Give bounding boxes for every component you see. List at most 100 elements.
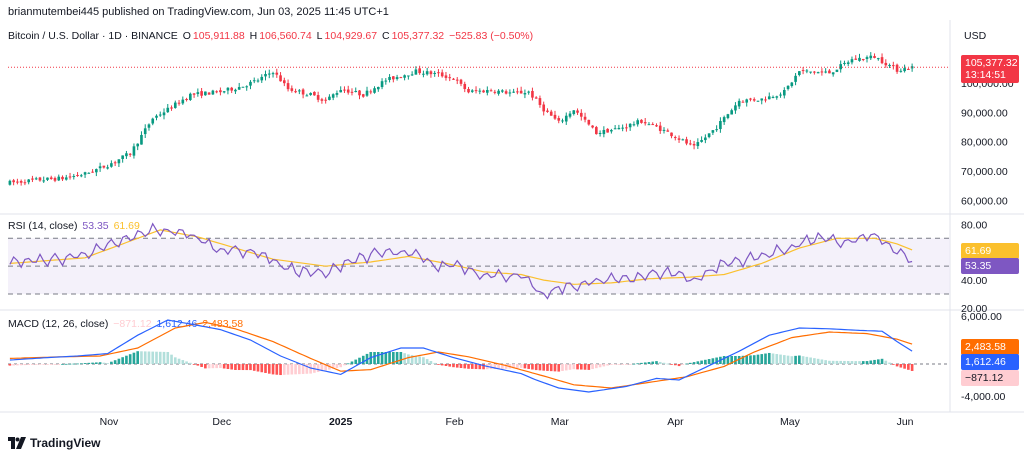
candle-body [734, 105, 737, 111]
publisher-line: brianmutembei445 published on TradingVie… [8, 6, 389, 18]
candle-body [76, 174, 79, 176]
candle-body [790, 82, 794, 86]
candle-body [91, 171, 94, 173]
candle-body [189, 93, 192, 100]
candle-body [692, 143, 696, 146]
candle-body [467, 88, 470, 93]
candle-body [437, 72, 440, 74]
macd-hist-bar [820, 359, 824, 364]
candle-body [309, 93, 312, 95]
candle-body [730, 110, 733, 115]
macd-hist-bar [779, 354, 782, 364]
macd-hist-bar [298, 364, 301, 375]
macd-hist-bar [267, 364, 271, 374]
macd-line [9, 319, 913, 393]
candle-body [501, 90, 504, 92]
candle-body [647, 124, 651, 126]
macd-hist-bar [361, 355, 365, 364]
macd-hist-bar [764, 353, 767, 364]
macd-hist-bar [610, 364, 613, 365]
candle-body [354, 91, 358, 93]
candle-body [252, 80, 256, 82]
candle-body [166, 107, 170, 113]
candle-body [433, 72, 437, 74]
macd-hist-bar [542, 364, 546, 371]
macd-hist-bar [219, 364, 222, 368]
macd-hist-bar [482, 364, 485, 370]
candle-body [143, 128, 147, 135]
macd-hist-bar [87, 362, 91, 364]
macd-hist-bar [846, 361, 850, 364]
candle-body [516, 91, 519, 93]
macd-label[interactable]: MACD (12, 26, close) [8, 318, 109, 330]
candle-countdown: 13:14:51 [965, 69, 1006, 81]
candle-body [482, 90, 485, 93]
candle-body [557, 118, 561, 121]
macd-hist-bar [538, 364, 542, 371]
candle-body [643, 122, 647, 124]
candle-body [140, 134, 143, 145]
macd-hist-bar [628, 364, 632, 365]
time-tick-label: 2025 [329, 416, 353, 428]
macd-hist-bar [354, 359, 358, 364]
candle-body [899, 70, 903, 72]
candle-body [256, 80, 260, 82]
candle-body [177, 102, 181, 104]
macd-hist-bar [831, 360, 835, 364]
symbol-label[interactable]: Bitcoin / U.S. Dollar · 1D · BINANCE [8, 30, 178, 42]
candle-body [331, 94, 335, 98]
candle-body [425, 71, 429, 75]
currency-label[interactable]: USD [964, 30, 987, 42]
macd-hist-bar [448, 364, 452, 367]
candle-body [42, 180, 46, 182]
macd-hist-bar [673, 364, 677, 366]
rsi-tick-label: 20.00 [961, 303, 987, 315]
macd-hist-bar [173, 357, 177, 364]
macd-hist-bar [579, 364, 583, 370]
macd-hist-bar [68, 363, 72, 365]
candle-body [504, 91, 508, 94]
candle-body [658, 125, 662, 131]
low-value: 104,929.67 [324, 30, 378, 42]
candle-body [861, 59, 865, 61]
candle-body [798, 71, 801, 75]
macd-hist-bar [19, 364, 23, 366]
candle-body [576, 110, 579, 113]
candle-body [824, 71, 827, 73]
candle-body [542, 104, 546, 112]
candle-body [741, 101, 745, 103]
macd-hist-bar [523, 364, 527, 369]
candle-body [854, 58, 858, 60]
candle-body [662, 129, 666, 131]
candle-body [87, 172, 91, 174]
low-label: L [316, 30, 323, 42]
candle-body [316, 95, 320, 100]
tradingview-brand[interactable]: TradingView [8, 436, 100, 450]
candle-body [196, 92, 200, 94]
candle-body [685, 139, 688, 144]
time-tick-label: Dec [212, 416, 231, 428]
time-tick-label: May [780, 416, 801, 428]
candle-body [83, 172, 87, 175]
candle-body [591, 125, 594, 128]
candle-body [579, 112, 583, 117]
rsi-label[interactable]: RSI (14, close) [8, 220, 78, 232]
tradingview-logo-icon [8, 437, 26, 449]
candle-body [831, 72, 835, 75]
macd-hist-bar [181, 360, 185, 364]
candle-body [493, 91, 497, 93]
macd-hist-bar [700, 360, 703, 364]
candle-body [470, 90, 474, 92]
candle-body [380, 81, 384, 88]
macd-hist-bar [64, 363, 68, 365]
candle-body [531, 90, 534, 98]
macd-hist-bar [91, 362, 94, 364]
macd-hist-bar [279, 364, 282, 376]
macd-hist-bar [835, 360, 839, 364]
candle-body [128, 153, 132, 155]
macd-hist-bar [884, 360, 888, 364]
macd-hist-bar [519, 364, 523, 368]
macd-hist-bar [324, 364, 327, 371]
macd-hist-bar [704, 359, 707, 364]
